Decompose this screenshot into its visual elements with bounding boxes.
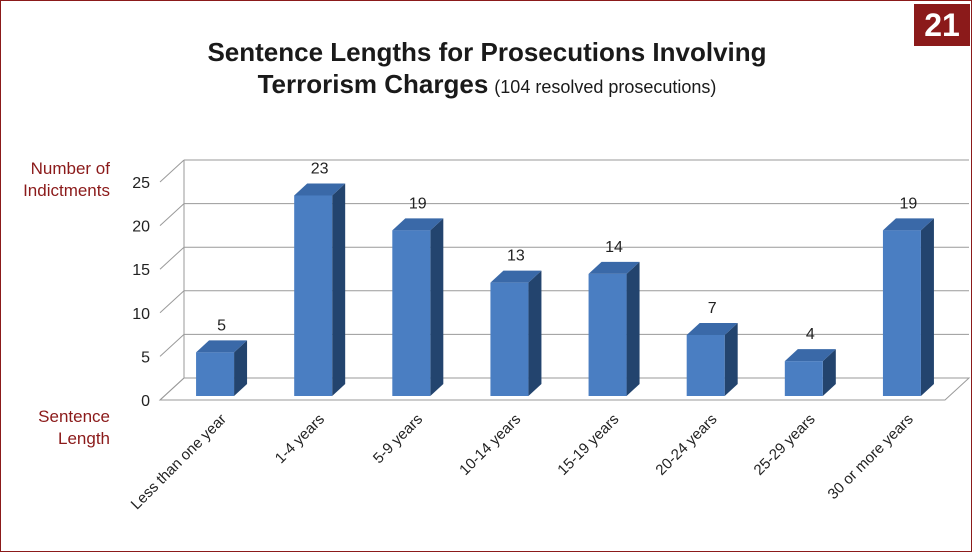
bar: [196, 340, 248, 396]
bar-value-label: 5: [217, 317, 226, 334]
x-category-label: 15-19 years: [554, 411, 622, 479]
bar-top: [588, 261, 640, 274]
bar-front: [588, 273, 627, 396]
bar-side: [724, 322, 738, 396]
bar: [490, 270, 542, 396]
bar-front: [686, 334, 725, 396]
bar-value-label: 7: [708, 300, 717, 317]
bar-value-label: 23: [311, 160, 329, 177]
bar-front: [490, 282, 529, 396]
x-axis-label: Sentence Length: [6, 406, 110, 450]
bar: [686, 322, 738, 396]
chart-title: Sentence Lengths for Prosecutions Involv…: [0, 36, 974, 103]
bar: [882, 218, 934, 396]
x-category-label: 30 or more years: [825, 411, 917, 503]
bar-value-label: 19: [409, 195, 427, 212]
y-tick-label: 5: [141, 349, 150, 366]
y-axis-label-line2: Indictments: [23, 181, 110, 200]
x-category-label: Less than one year: [128, 411, 230, 513]
y-tick-label: 10: [132, 306, 150, 323]
gridline-diagonal: [159, 203, 185, 226]
bar-value-label: 14: [605, 239, 623, 256]
bar-top: [686, 322, 738, 335]
bar-top: [294, 183, 346, 196]
y-axis-label: Number of Indictments: [6, 158, 110, 202]
y-tick-label: 0: [141, 393, 150, 410]
bar-value-label: 13: [507, 248, 525, 265]
bar-top: [196, 340, 248, 353]
y-axis-label-line1: Number of: [30, 159, 110, 178]
bar-side: [234, 340, 248, 396]
gridline-diagonal: [159, 246, 185, 270]
chart-floor: [158, 377, 971, 401]
chart-subtitle: (104 resolved prosecutions): [494, 77, 717, 97]
bar-top: [392, 218, 444, 231]
y-tick-label: 20: [132, 219, 150, 236]
bar-side: [430, 218, 444, 396]
bar: [784, 349, 836, 396]
bar-top: [490, 270, 542, 283]
bar-side: [626, 261, 640, 396]
y-tick-label: 25: [132, 175, 150, 192]
chart-title-line2: Terrorism Charges (104 resolved prosecuti…: [0, 68, 974, 103]
bar-side: [822, 349, 836, 396]
bar: [392, 218, 444, 396]
gridline-diagonal: [159, 159, 185, 183]
bar-value-label: 19: [900, 195, 918, 212]
x-category-label: 25-29 years: [751, 411, 819, 479]
bar-side: [332, 183, 346, 396]
chart-title-line1: Sentence Lengths for Prosecutions Involv…: [207, 37, 767, 67]
bar: [294, 183, 346, 396]
bar-front: [196, 352, 235, 396]
bar-top: [882, 218, 934, 231]
bar-front: [294, 195, 333, 396]
bar-top: [784, 349, 836, 362]
x-axis-label-line1: Sentence: [38, 407, 110, 426]
page-number-badge: 21: [914, 4, 970, 46]
bar-front: [882, 230, 921, 396]
y-tick-label: 15: [132, 262, 150, 279]
x-category-label: 1-4 years: [272, 411, 328, 467]
bar-value-label: 4: [806, 326, 815, 343]
gridline-diagonal: [159, 290, 185, 314]
bar-front: [392, 230, 431, 396]
chart-title-line2-bold: Terrorism Charges: [257, 69, 489, 99]
x-axis-label-line2: Length: [58, 429, 110, 448]
bar: [588, 261, 640, 396]
gridline-diagonal: [159, 334, 185, 357]
bar-side: [920, 218, 934, 396]
x-category-label: 20-24 years: [652, 411, 720, 479]
bar-side: [528, 270, 542, 396]
bar-front: [784, 361, 823, 396]
x-category-label: 10-14 years: [456, 411, 524, 479]
x-category-label: 5-9 years: [370, 411, 426, 467]
